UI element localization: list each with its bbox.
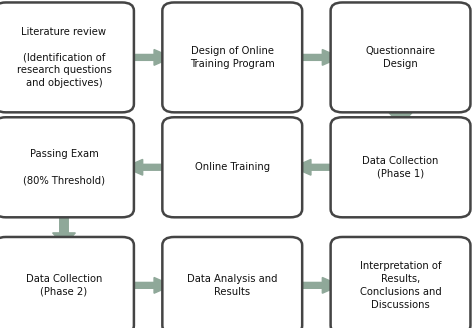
FancyArrow shape [293, 277, 340, 293]
Text: Design of Online
Training Program: Design of Online Training Program [190, 46, 274, 69]
FancyBboxPatch shape [0, 3, 134, 112]
Text: Literature review

(Identification of
research questions
and objectives): Literature review (Identification of res… [17, 27, 111, 88]
Text: Interpretation of
Results,
Conclusions and
Discussions: Interpretation of Results, Conclusions a… [360, 261, 441, 310]
Text: Passing Exam

(80% Threshold): Passing Exam (80% Threshold) [23, 150, 105, 185]
Text: Questionnaire
Design: Questionnaire Design [365, 46, 436, 69]
FancyBboxPatch shape [330, 237, 470, 328]
FancyBboxPatch shape [162, 117, 302, 217]
FancyArrow shape [125, 50, 172, 65]
FancyBboxPatch shape [330, 3, 470, 112]
FancyBboxPatch shape [0, 237, 134, 328]
FancyArrow shape [293, 50, 340, 65]
Text: Data Collection
(Phase 2): Data Collection (Phase 2) [26, 274, 102, 297]
FancyBboxPatch shape [0, 117, 134, 217]
Text: Online Training: Online Training [195, 162, 270, 172]
FancyArrow shape [53, 209, 75, 245]
FancyArrow shape [293, 159, 340, 175]
FancyArrow shape [389, 104, 412, 125]
Text: Data Collection
(Phase 1): Data Collection (Phase 1) [362, 156, 439, 179]
FancyArrow shape [125, 277, 172, 293]
Text: Data Analysis and
Results: Data Analysis and Results [187, 274, 277, 297]
FancyBboxPatch shape [162, 3, 302, 112]
FancyBboxPatch shape [162, 237, 302, 328]
FancyArrow shape [125, 159, 172, 175]
FancyBboxPatch shape [330, 117, 470, 217]
